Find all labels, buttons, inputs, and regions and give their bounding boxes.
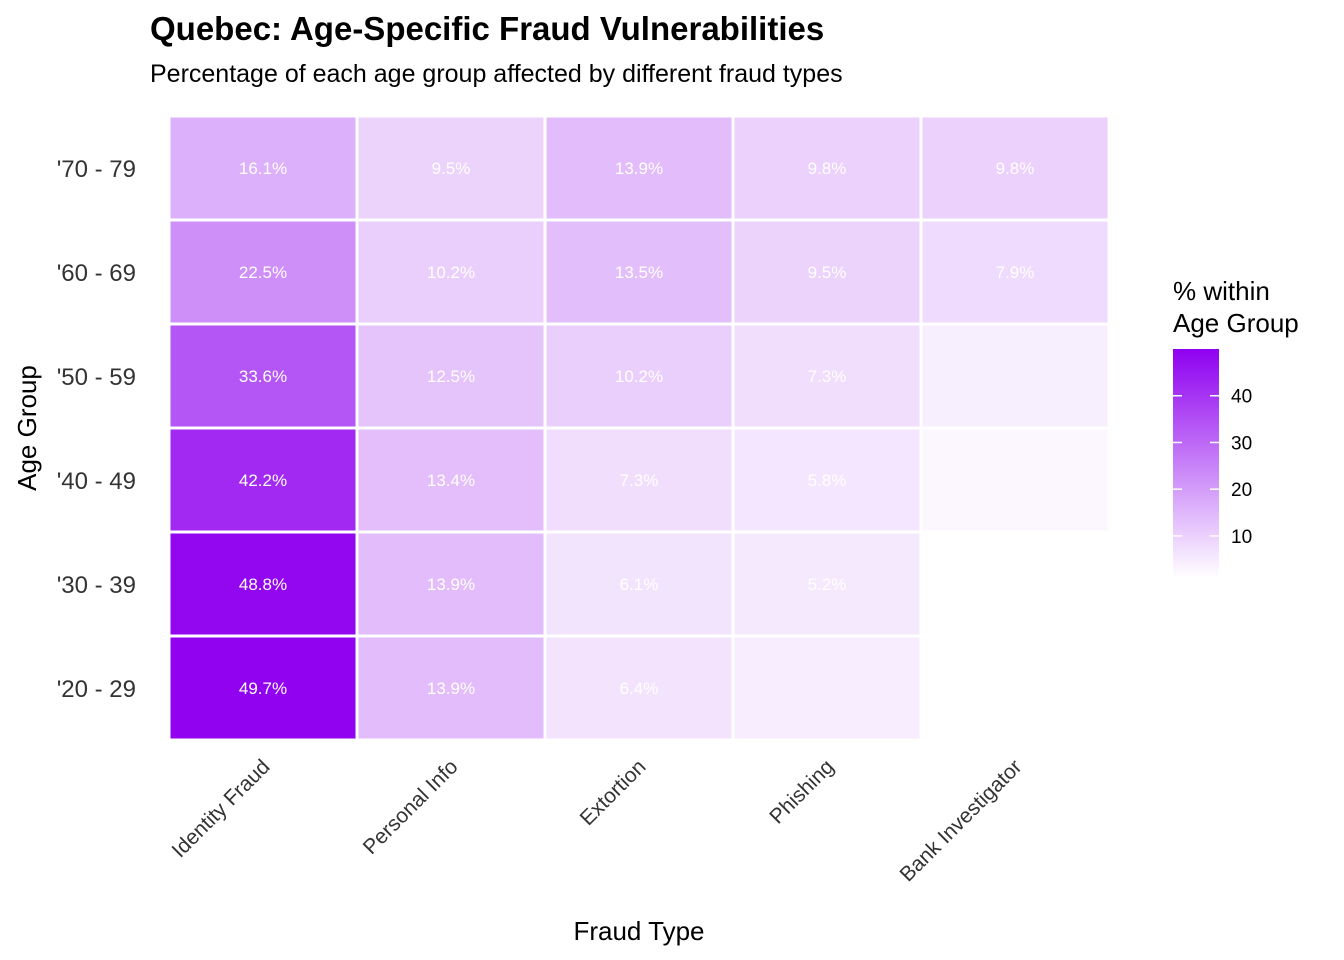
cell-value-label: 13.9% bbox=[427, 575, 475, 594]
cell-value-label: 13.9% bbox=[427, 679, 475, 698]
chart-subtitle: Percentage of each age group affected by… bbox=[150, 60, 843, 88]
x-tick-label: Bank Investigator bbox=[896, 755, 1027, 886]
heatmap-cell-30-39-extortion bbox=[543, 530, 735, 638]
cell-value-label: 48.8% bbox=[239, 575, 287, 594]
heatmap-cells bbox=[167, 114, 1111, 742]
heatmap-cell-50-59-bank-investigator bbox=[919, 322, 1111, 430]
heatmap-cell-labels: 16.1% 9.5% 13.9% 9.8% 9.8% 22.5% 10.2% 13.5% 9.5… bbox=[239, 159, 1034, 698]
cell-value-label: 13.9% bbox=[615, 159, 663, 178]
cell-value-label: 9.8% bbox=[996, 159, 1035, 178]
heatmap-cell-60-69-personal-info bbox=[355, 218, 547, 326]
y-axis-title: Age Group bbox=[12, 365, 42, 491]
y-tick-label: '70 - 79 bbox=[57, 156, 136, 183]
heatmap-cell-60-69-extortion bbox=[543, 218, 735, 326]
cell-value-label: 13.5% bbox=[615, 263, 663, 282]
cell-value-label: 7.9% bbox=[996, 263, 1035, 282]
cell-value-label: 9.5% bbox=[432, 159, 471, 178]
heatmap-cell-60-69-bank-investigator bbox=[919, 218, 1111, 326]
heatmap-cell-70-79-phishing bbox=[731, 114, 923, 222]
chart-title: Quebec: Age-Specific Fraud Vulnerabiliti… bbox=[150, 10, 825, 47]
cell-value-label: 10.2% bbox=[615, 367, 663, 386]
y-tick-label: '50 - 59 bbox=[57, 364, 136, 391]
heatmap-cell-70-79-bank-investigator bbox=[919, 114, 1111, 222]
heatmap-cell-40-49-phishing bbox=[731, 426, 923, 534]
cell-value-label: 12.5% bbox=[427, 367, 475, 386]
legend-tick-label: 40 bbox=[1231, 387, 1252, 408]
legend-ticks: 10 20 30 40 bbox=[1173, 387, 1252, 548]
cell-value-label: 33.6% bbox=[239, 367, 287, 386]
cell-value-label: 42.2% bbox=[239, 471, 287, 490]
cell-value-label: 16.1% bbox=[239, 159, 287, 178]
cell-value-label: 9.8% bbox=[808, 159, 847, 178]
x-tick-label: Phishing bbox=[765, 755, 838, 828]
cell-value-label: 7.3% bbox=[808, 367, 847, 386]
heatmap-cell-30-39-bank-investigator bbox=[919, 530, 1111, 638]
x-tick-label: Extortion bbox=[576, 755, 651, 830]
y-tick-label: '40 - 49 bbox=[57, 468, 136, 495]
cell-value-label: 49.7% bbox=[239, 679, 287, 698]
cell-value-label: 6.1% bbox=[620, 575, 659, 594]
y-tick-label: '60 - 69 bbox=[57, 260, 136, 287]
cell-value-label: 22.5% bbox=[239, 263, 287, 282]
y-tick-label: '20 - 29 bbox=[57, 676, 136, 703]
heatmap-cell-50-59-extortion bbox=[543, 322, 735, 430]
y-tick-label: '30 - 39 bbox=[57, 572, 136, 599]
x-axis-title: Fraud Type bbox=[573, 916, 704, 946]
legend-color-bar bbox=[1173, 349, 1219, 578]
cell-value-label: 13.4% bbox=[427, 471, 475, 490]
cell-value-label: 5.8% bbox=[808, 471, 847, 490]
heatmap-cell-60-69-identity-fraud bbox=[167, 218, 359, 326]
legend-tick-label: 10 bbox=[1231, 527, 1252, 548]
heatmap-cell-50-59-identity-fraud bbox=[167, 322, 359, 430]
cell-value-label: 10.2% bbox=[427, 263, 475, 282]
color-legend: % within Age Group 10 20 30 40 bbox=[1173, 276, 1299, 578]
legend-title-line-1: % within bbox=[1173, 276, 1270, 306]
cell-value-label: 7.3% bbox=[620, 471, 659, 490]
legend-tick-label: 30 bbox=[1231, 433, 1252, 454]
heatmap-cell-50-59-personal-info bbox=[355, 322, 547, 430]
cell-value-label: 9.5% bbox=[808, 263, 847, 282]
legend-title-line-2: Age Group bbox=[1173, 308, 1299, 338]
x-tick-label: Identity Fraud bbox=[167, 755, 274, 862]
x-axis-ticks: Identity Fraud Personal Info Extortion Phis… bbox=[167, 755, 1026, 886]
heatmap-cell-20-29-identity-fraud bbox=[167, 634, 359, 742]
legend-tick-label: 20 bbox=[1231, 480, 1252, 501]
heatmap-cell-40-49-extortion bbox=[543, 426, 735, 534]
cell-value-label: 5.2% bbox=[808, 575, 847, 594]
heatmap-cell-50-59-phishing bbox=[731, 322, 923, 430]
heatmap-cell-20-29-personal-info bbox=[355, 634, 547, 742]
heatmap-cell-20-29-phishing bbox=[731, 634, 923, 742]
x-tick-label: Personal Info bbox=[359, 755, 463, 859]
cell-value-label: 6.4% bbox=[620, 679, 659, 698]
y-axis-ticks: '70 - 79 '60 - 69 '50 - 59 '40 - 49 '30 - 39… bbox=[57, 156, 136, 703]
heatmap-cell-40-49-bank-investigator bbox=[919, 426, 1111, 534]
